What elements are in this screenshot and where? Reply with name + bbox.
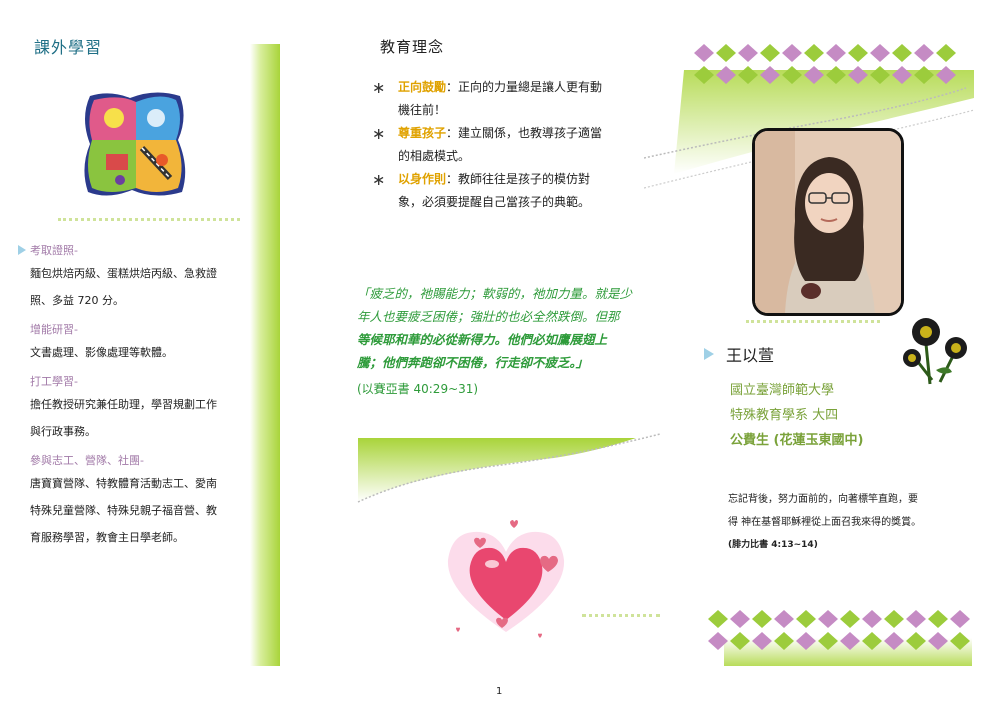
verse-line: 等候耶和華的必從新得力。他們必如鷹展翅上 [357,332,608,347]
section-body-work: 擔任教授研究兼任助理，學習規劃工作 與行政事務。 [18,391,248,445]
left-divider [58,218,240,221]
asterisk-icon: ∗ [372,124,386,143]
section-line: 育服務學習，教會主日學老師。 [30,531,184,544]
profile-photo [752,128,904,316]
section-line: 擔任教授研究兼任助理，學習規劃工作 [30,398,217,411]
education-info: 國立臺灣師範大學 特殊教育學系 大四 公費生 (花蓮玉東國中) [730,378,863,453]
verse-reference: (以賽亞書 40:29~31) [357,382,479,396]
left-sections: 考取證照- 麵包烘焙丙級、蛋糕烘焙丙級、急救證 照、多益 720 分。 增能研習… [18,242,248,551]
section-head-certificates: 考取證照- [18,242,248,258]
section-body-volunteer: 唐寶寶營隊、特教體育活動志工、愛南 特殊兒童營隊、特殊兒親子福音營、教 育服務學… [18,470,248,551]
bible-verse: 「疲乏的，祂賜能力；軟弱的，祂加力量。就是少 年人也要疲乏困倦；強壯的也必全然跌… [357,282,647,374]
name-block: 王以萱 [704,342,774,366]
principle-item: ∗ 正向鼓勵：正向的力量總是讓人更有動 機往前！ [372,76,642,122]
section-head-work: 打工學習- [30,375,78,388]
verse-line: 「疲乏的，祂賜能力；軟弱的，祂加力量。就是少 [357,286,633,301]
asterisk-icon: ∗ [372,78,386,97]
green-vertical-bar [250,44,280,666]
principle-item: ∗ 尊重孩子：建立關係，也教導孩子適當 的相處模式。 [372,122,642,168]
info-line: 公費生 (花蓮玉東國中) [730,433,864,448]
motto-line: 得 神在基督耶穌裡從上面召我來得的獎賞。 [728,517,922,528]
section-line: 特殊兒童營隊、特殊兒親子福音營、教 [30,504,217,517]
green-swoosh-banner [357,433,661,503]
motto-line: 忘記背後，努力面前的，向著標竿直跑，要 [728,494,918,505]
principle-key: 尊重孩子 [398,126,447,140]
portrait-illustration [755,131,901,313]
section-line: 麵包烘焙丙級、蛋糕烘焙丙級、急救證 [30,267,217,280]
activities-clipart [84,92,186,196]
section-line: 照、多益 720 分。 [30,294,124,307]
principle-text: ：教師往往是孩子的模仿對 [446,172,591,186]
principle-text: ：正向的力量總是讓人更有動 [446,80,603,94]
principle-text-2: 象，必須要提醒自己當孩子的典範。 [398,195,591,209]
section-head-volunteer: 參與志工、營隊、社團- [30,454,144,467]
info-line: 國立臺灣師範大學 [730,383,835,398]
motto-block: 忘記背後，努力面前的，向著標竿直跑，要 得 神在基督耶穌裡從上面召我來得的獎賞。… [728,488,968,557]
principle-key: 正向鼓勵 [398,80,447,94]
left-column-title: 課外學習 [34,38,103,57]
triangle-bullet-icon [18,245,26,255]
principle-text-2: 的相處模式。 [398,149,471,163]
middle-column-title: 教育理念 [380,38,445,56]
middle-dotted-divider [582,614,660,617]
asterisk-icon: ∗ [372,170,386,189]
motto-reference: (腓力比書 4:13~14) [728,540,818,550]
section-line: 與行政事務。 [30,425,96,438]
principles-list: ∗ 正向鼓勵：正向的力量總是讓人更有動 機往前！ ∗ 尊重孩子：建立關係，也教導… [372,76,642,214]
section-line: 唐寶寶營隊、特教體育活動志工、愛南 [30,477,217,490]
top-diamond-banner [644,44,974,189]
section-head-training: 增能研習- [30,323,78,336]
section-body-training: 文書處理、影像處理等軟體。 [18,339,248,366]
principle-text: ：建立關係，也教導孩子適當 [446,126,603,140]
info-line: 特殊教育學系 大四 [730,408,839,423]
page-number: 1 [496,686,503,697]
bottom-diamond-band [708,610,972,666]
principle-key: 以身作則 [398,172,447,186]
triangle-bullet-icon [704,348,714,360]
hearts-illustration [447,520,565,638]
section-line: 文書處理、影像處理等軟體。 [30,346,173,359]
section-body-certificates: 麵包烘焙丙級、蛋糕烘焙丙級、急救證 照、多益 720 分。 [18,260,248,314]
principle-text-2: 機往前！ [398,103,447,117]
right-dotted-divider [746,320,880,323]
verse-line: 騰；他們奔跑卻不困倦，行走卻不疲乏。」 [357,355,589,370]
verse-line: 年人也要疲乏困倦；強壯的也必全然跌倒。但那 [357,309,620,324]
person-name: 王以萱 [726,346,775,365]
principle-item: ∗ 以身作則：教師往往是孩子的模仿對 象，必須要提醒自己當孩子的典範。 [372,168,642,214]
sunflowers-icon [903,318,967,385]
